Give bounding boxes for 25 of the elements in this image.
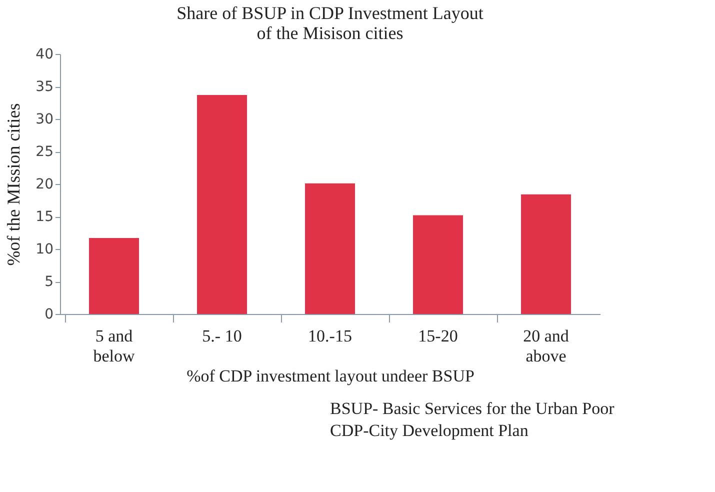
y-tick-label: 20 — [36, 176, 54, 192]
y-tick-label: 35 — [36, 79, 54, 95]
bar — [89, 238, 139, 314]
y-tick-label: 25 — [36, 144, 54, 160]
x-tick-label: 15-20 — [418, 326, 458, 346]
bar — [521, 194, 571, 314]
y-axis-title: %of the MIssion cities — [4, 103, 24, 266]
x-tick-label: 5.- 10 — [202, 326, 242, 346]
text: of the Misison cities — [256, 23, 404, 43]
y-tick-label: 5 — [44, 274, 54, 290]
y-tick-label: 30 — [36, 112, 54, 128]
x-axis-title: %of CDP investment layout undeer BSUP — [186, 366, 474, 386]
bar — [197, 94, 247, 314]
x-tick-label: 10.-15 — [308, 326, 352, 346]
y-tick-label: 15 — [36, 209, 54, 225]
text: CDP-City Development Plan — [330, 421, 529, 440]
bar — [413, 215, 463, 314]
text: BSUP- Basic Services for the Urban Poor — [330, 399, 615, 418]
y-tick-label: 40 — [36, 46, 54, 62]
x-tick-label: 5 and below — [93, 326, 136, 366]
y-tick-label: 0 — [44, 306, 54, 322]
y-tick-label: 10 — [36, 242, 54, 258]
x-tick-label: 20 and above — [523, 326, 570, 366]
bar — [305, 183, 355, 314]
text: Share of BSUP in CDP Investment Layout — [176, 3, 484, 23]
